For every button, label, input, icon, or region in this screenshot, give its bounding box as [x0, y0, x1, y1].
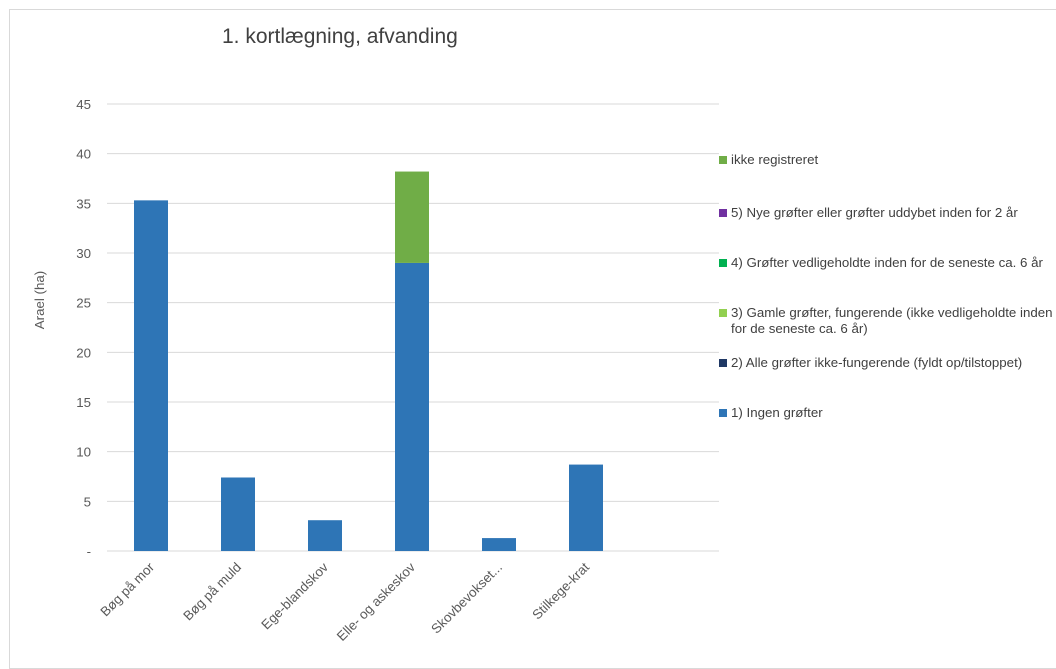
y-tick-labels: - 5 10 15 20 25 30 35 40 45 [76, 97, 91, 559]
chart-title: 1. kortlægning, afvanding [222, 25, 458, 48]
y-tick-label: - [87, 544, 91, 559]
legend-swatch [719, 259, 727, 267]
legend-item: 1) Ingen grøfter [719, 405, 1056, 421]
y-axis-label: Arael (ha) [32, 271, 47, 329]
legend-item: 3) Gamle grøfter, fungerende (ikke vedli… [719, 305, 1056, 337]
x-tick-label: Elle- og askeskov [334, 559, 419, 644]
x-tick-labels: Bøg på mor Bøg på muld Ege-blandskov Elle- … [97, 559, 592, 644]
y-tick-label: 25 [76, 296, 91, 311]
legend-label: ikke registreret [731, 152, 819, 167]
y-tick-label: 40 [76, 147, 91, 162]
legend-label: 4) Grøfter vedligeholdte inden for de se… [731, 255, 1043, 270]
bars [134, 171, 603, 551]
bar-segment [221, 477, 255, 551]
bar-segment [482, 538, 516, 551]
legend-label: 3) Gamle grøfter, fungerende (ikke vedli… [731, 305, 1053, 336]
x-tick-label: Ege-blandskov [258, 559, 331, 632]
legend-item: 5) Nye grøfter eller grøfter uddybet ind… [719, 205, 1056, 221]
legend-swatch [719, 156, 727, 164]
bar-segment [134, 200, 168, 551]
y-tick-label: 30 [76, 246, 91, 261]
bar-segment [308, 520, 342, 551]
legend-swatch [719, 409, 727, 417]
x-tick-label: Bøg på mor [97, 559, 157, 619]
x-tick-label: Bøg på muld [180, 560, 244, 624]
y-tick-label: 15 [76, 395, 91, 410]
legend-item: 4) Grøfter vedligeholdte inden for de se… [719, 255, 1056, 271]
legend-item: ikke registreret [719, 152, 1056, 168]
chart-frame [9, 9, 1056, 669]
y-tick-label: 10 [76, 445, 91, 460]
legend-item: 2) Alle grøfter ikke-fungerende (fyldt o… [719, 355, 1056, 371]
y-tick-label: 35 [76, 196, 91, 211]
bar-segment [569, 464, 603, 551]
y-tick-label: 5 [84, 494, 91, 509]
x-tick-label: Stilkege-krat [529, 559, 592, 622]
legend-swatch [719, 359, 727, 367]
chart-plot: - 5 10 15 20 25 30 35 40 45 Bøg på mor Bøg på muld… [32, 97, 719, 644]
bar-segment [395, 171, 429, 263]
legend-label: 1) Ingen grøfter [731, 405, 823, 420]
x-tick-label: Skovbevokset... [428, 560, 505, 637]
legend-label: 5) Nye grøfter eller grøfter uddybet ind… [731, 205, 1018, 220]
legend-swatch [719, 309, 727, 317]
y-tick-label: 20 [76, 345, 91, 360]
legend-swatch [719, 209, 727, 217]
legend-label: 2) Alle grøfter ikke-fungerende (fyldt o… [731, 355, 1023, 370]
bar-segment [395, 262, 429, 551]
y-tick-label: 45 [76, 97, 91, 112]
